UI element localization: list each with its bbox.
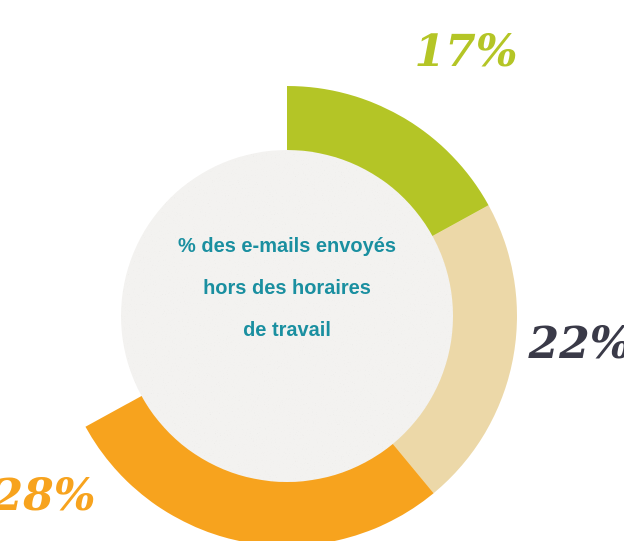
center-title-line-3: de travail: [243, 319, 331, 341]
slice-label-28: 28%: [0, 470, 96, 521]
donut-slice-22: [382, 205, 517, 494]
center-disc: [121, 150, 453, 482]
slice-label-22: 22%: [527, 318, 624, 369]
slice-label-17: 17%: [414, 26, 517, 77]
center-title-line-2: hors des horaires: [203, 277, 371, 299]
slice-labels: 17% 22% 28%: [0, 26, 624, 521]
center-title-line-1: % des e-mails envoyés: [178, 235, 396, 257]
donut-slice-17: [287, 86, 489, 244]
center-title: % des e-mails envoyés hors des horaires …: [178, 235, 396, 341]
